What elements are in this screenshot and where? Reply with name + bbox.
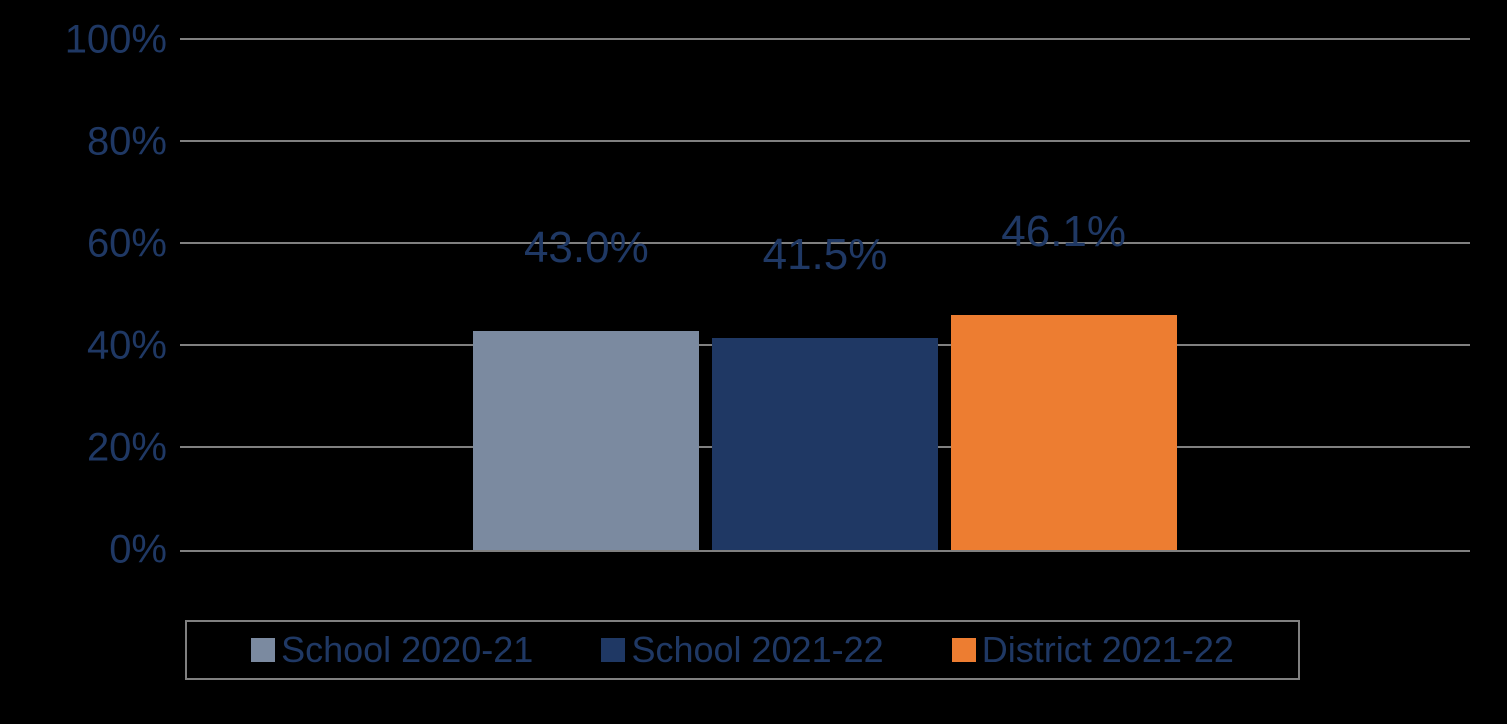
legend-label-school-2021-22: School 2021-22 xyxy=(631,629,883,671)
bar-label-district-2021-22: 46.1% xyxy=(1001,207,1126,257)
ytick-80: 80% xyxy=(7,120,167,165)
ytick-100: 100% xyxy=(7,18,167,63)
bar-district-2021-22 xyxy=(951,315,1177,550)
legend: School 2020-21 School 2021-22 District 2… xyxy=(185,620,1300,680)
ytick-0: 0% xyxy=(7,528,167,573)
bar-label-school-2020-21: 43.0% xyxy=(524,223,649,273)
legend-swatch-school-2020-21 xyxy=(251,638,275,662)
bar-school-2020-21 xyxy=(473,331,699,550)
legend-item-school-2020-21: School 2020-21 xyxy=(251,629,533,671)
ytick-20: 20% xyxy=(7,426,167,471)
ytick-40: 40% xyxy=(7,324,167,369)
legend-swatch-school-2021-22 xyxy=(601,638,625,662)
bar-chart: 0% 20% 40% 60% 80% 100% 43.0% 41.5% 46.1… xyxy=(0,0,1507,724)
legend-label-district-2021-22: District 2021-22 xyxy=(982,629,1234,671)
bars-layer: 43.0% 41.5% 46.1% xyxy=(180,40,1470,550)
ytick-60: 60% xyxy=(7,222,167,267)
legend-swatch-district-2021-22 xyxy=(952,638,976,662)
bar-school-2021-22 xyxy=(712,338,938,550)
bar-label-school-2021-22: 41.5% xyxy=(763,230,888,280)
plot-area: 43.0% 41.5% 46.1% xyxy=(180,40,1470,552)
legend-item-district-2021-22: District 2021-22 xyxy=(952,629,1234,671)
legend-label-school-2020-21: School 2020-21 xyxy=(281,629,533,671)
legend-item-school-2021-22: School 2021-22 xyxy=(601,629,883,671)
